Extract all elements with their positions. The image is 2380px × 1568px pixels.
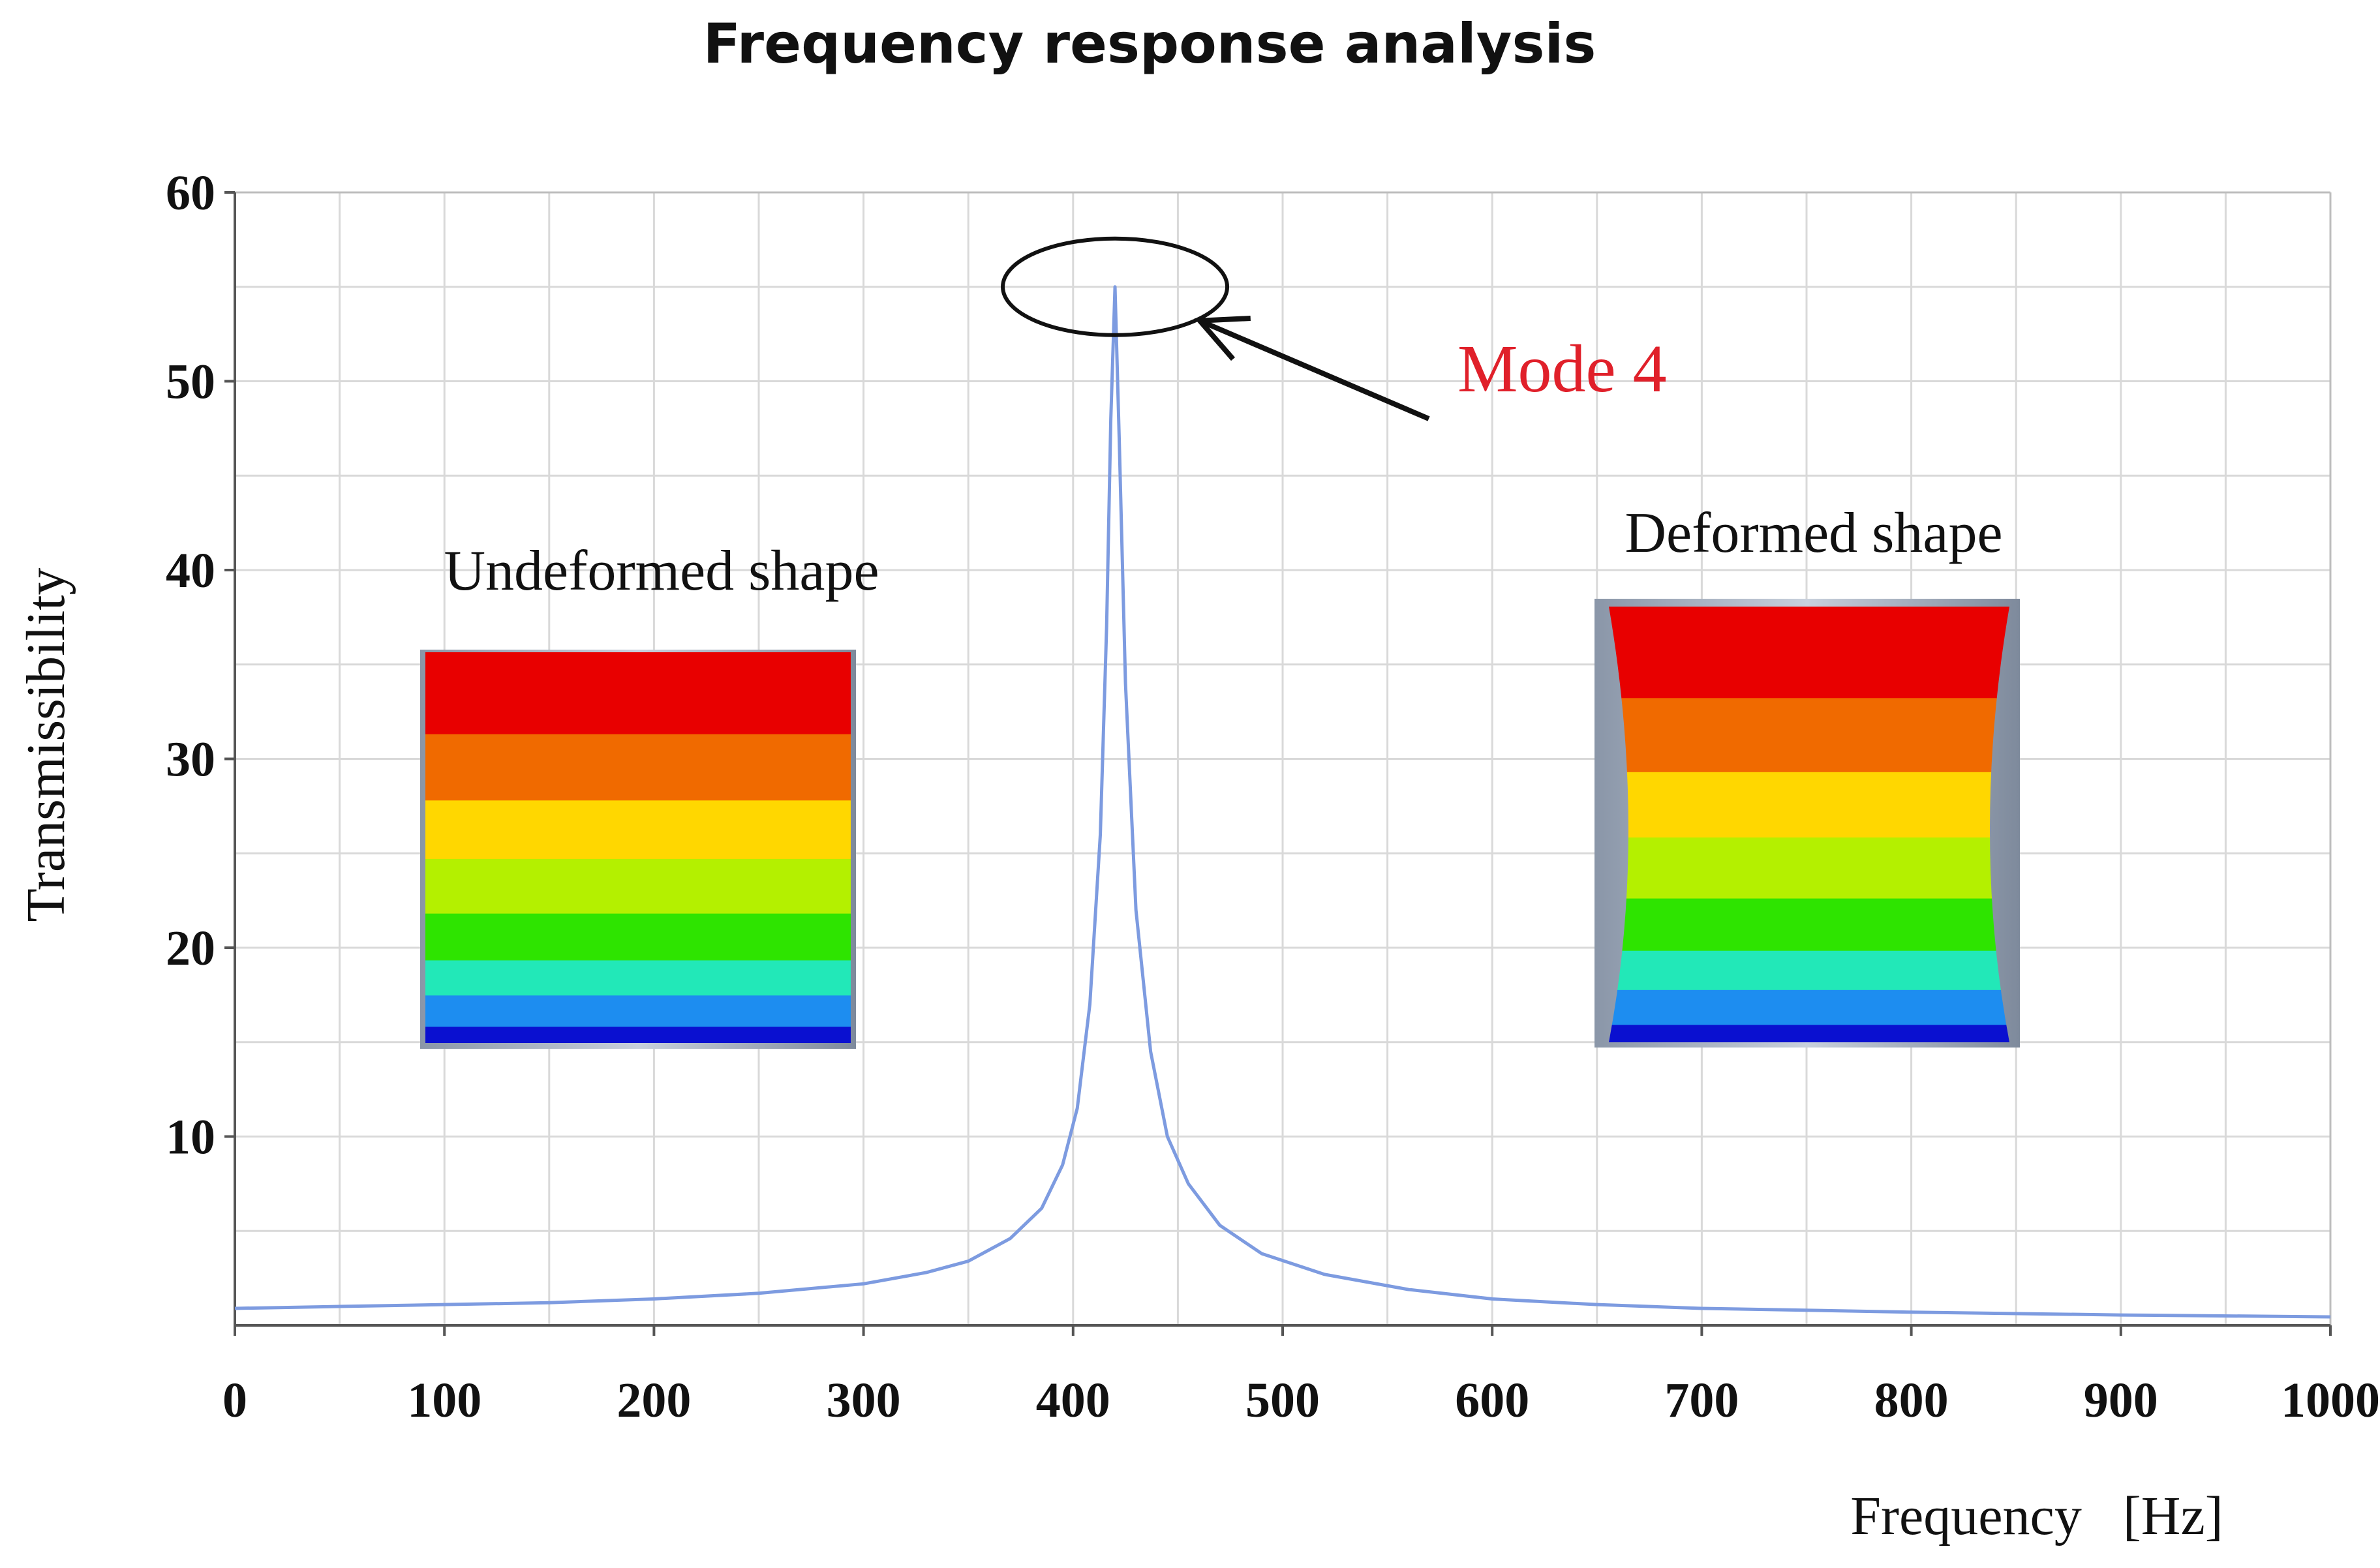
peak-highlight-ellipse [1001,236,1230,337]
x-tick-label: 200 [617,1373,691,1428]
y-axis-ticks: 10 20 30 40 50 60 [166,166,235,1165]
contour-band [425,1027,851,1043]
undeformed-label: Undeformed shape [444,539,879,603]
x-tick-label: 300 [827,1373,901,1428]
undeformed-shape-inset [420,650,856,1049]
x-tick-label: 100 [407,1373,481,1428]
x-tick-label: 400 [1036,1373,1110,1428]
contour-band [425,800,851,860]
contour-band [1609,698,2009,773]
deformed-shape-inset [1594,599,2020,1048]
contour-band [1609,607,2009,699]
y-tick-label: 50 [166,355,215,410]
peak-arrowhead [1194,316,1251,361]
contour-band [425,652,851,735]
peak-arrow [1198,318,1430,421]
series-line-transmissibility [234,285,2331,1319]
y-tick-label: 60 [166,166,215,220]
contour-band [425,995,851,1028]
contour-band [425,913,851,961]
contour-band [1609,950,2009,991]
y-tick-label: 30 [166,732,215,787]
x-tick-label: 900 [2084,1373,2158,1428]
deformed-label: Deformed shape [1625,502,2002,565]
x-axis-label: Frequency [Hz] [1850,1486,2223,1546]
x-tick-label: 600 [1455,1373,1529,1428]
x-axis-ticks: 0 100 200 300 400 500 600 700 800 900 1000 [222,1325,2380,1428]
contour-band [1609,898,2009,952]
x-tick-label: 1000 [2281,1373,2380,1428]
y-tick-label: 40 [166,543,215,598]
contour-band [1609,837,2009,899]
contour-band [425,858,851,914]
y-tick-label: 20 [166,921,215,976]
contour-band [425,960,851,997]
y-axis-label: Transmissibility [16,567,76,922]
deformed-contour-bands [1609,607,2009,1042]
x-tick-label: 700 [1664,1373,1739,1428]
chart-title: Frequency response analysis [703,12,1596,76]
mode-label: Mode 4 [1457,331,1667,406]
contour-band [1609,1025,2009,1042]
contour-band [425,734,851,802]
x-tick-label: 500 [1245,1373,1320,1428]
y-tick-label: 10 [166,1110,215,1165]
contour-band [1609,772,2009,839]
x-tick-label: 800 [1874,1373,1949,1428]
contour-band [1609,989,2009,1026]
undeformed-contour-bands [425,652,851,1043]
x-tick-label: 0 [222,1373,247,1428]
